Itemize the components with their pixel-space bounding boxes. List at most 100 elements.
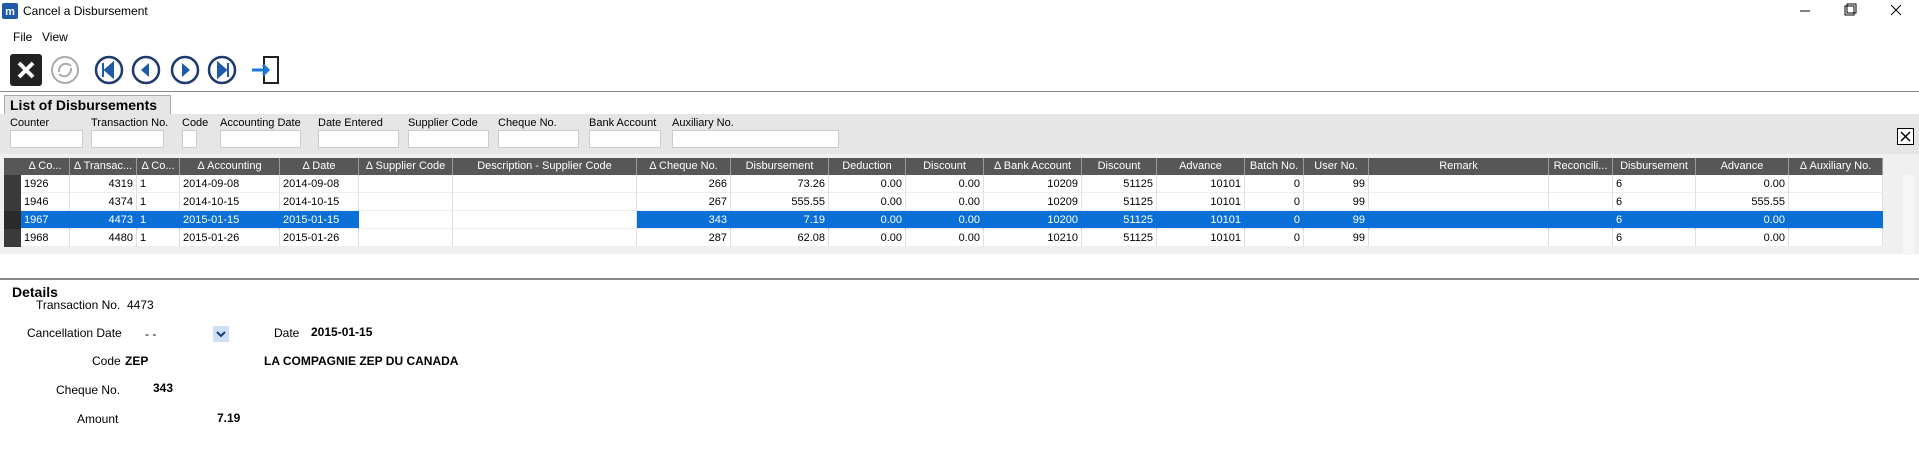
menu-item[interactable]: View	[42, 30, 68, 44]
table-cell[interactable]: 2015-01-26	[180, 229, 280, 247]
table-cell[interactable]: 7.19	[731, 211, 829, 229]
table-cell[interactable]: 0.00	[906, 229, 984, 247]
date-input[interactable]: - -	[145, 327, 157, 341]
menu-item[interactable]: File	[13, 30, 33, 44]
column-header[interactable]: Δ Cheque No.	[637, 158, 731, 175]
column-header[interactable]: Advance	[1696, 158, 1789, 175]
table-cell[interactable]	[453, 175, 637, 193]
table-cell[interactable]: 0	[1245, 211, 1304, 229]
column-header[interactable]: Reconcili...	[1549, 158, 1613, 175]
table-cell[interactable]	[453, 229, 637, 247]
column-header[interactable]: Δ Transac...	[70, 158, 137, 175]
table-cell[interactable]: 555.55	[1696, 193, 1789, 211]
table-cell[interactable]	[359, 229, 453, 247]
close-filter[interactable]	[1897, 128, 1914, 145]
table-cell[interactable]: 1	[137, 175, 180, 193]
filter-input[interactable]	[182, 130, 197, 148]
table-cell[interactable]: 6	[1613, 229, 1696, 247]
table-cell[interactable]	[1789, 211, 1883, 229]
table-cell[interactable]: 51125	[1082, 211, 1157, 229]
table-cell[interactable]: 6	[1613, 175, 1696, 193]
table-cell[interactable]: 0.00	[906, 175, 984, 193]
table-cell[interactable]: 62.08	[731, 229, 829, 247]
table-cell[interactable]	[453, 193, 637, 211]
column-header[interactable]: Δ Supplier Code	[359, 158, 453, 175]
column-header[interactable]: User No.	[1304, 158, 1369, 175]
first-button[interactable]	[93, 54, 125, 86]
window-controls[interactable]	[1790, 0, 1919, 22]
table-cell[interactable]: 10101	[1157, 175, 1245, 193]
table-cell[interactable]	[1549, 175, 1613, 193]
column-header[interactable]: Disbursement	[1613, 158, 1696, 175]
column-header[interactable]: Δ Bank Account	[984, 158, 1082, 175]
table-cell[interactable]: 10209	[984, 193, 1082, 211]
table-cell[interactable]: 343	[637, 211, 731, 229]
table-cell[interactable]: 10101	[1157, 193, 1245, 211]
filter-input[interactable]	[91, 130, 164, 148]
table-cell[interactable]: 4480	[70, 229, 137, 247]
table-cell[interactable]: 51125	[1082, 175, 1157, 193]
table-cell[interactable]: 99	[1304, 229, 1369, 247]
table-cell[interactable]: 0.00	[829, 229, 906, 247]
filter-input[interactable]	[220, 130, 301, 148]
table-cell[interactable]: 99	[1304, 211, 1369, 229]
filter-input[interactable]	[318, 130, 399, 148]
table-cell[interactable]	[453, 211, 637, 229]
table-cell[interactable]: 1967	[21, 211, 70, 229]
table-cell[interactable]: 0.00	[829, 211, 906, 229]
filter-input[interactable]	[672, 130, 839, 148]
table-cell[interactable]	[1369, 193, 1549, 211]
table-cell[interactable]: 10209	[984, 175, 1082, 193]
table-cell[interactable]: 51125	[1082, 193, 1157, 211]
filter-input[interactable]	[10, 130, 83, 148]
table-cell[interactable]: 0	[1245, 193, 1304, 211]
table-cell[interactable]	[359, 211, 453, 229]
table-cell[interactable]: 0.00	[1696, 175, 1789, 193]
table-cell[interactable]	[359, 193, 453, 211]
table-cell[interactable]	[1369, 175, 1549, 193]
table-cell[interactable]: 6	[1613, 193, 1696, 211]
table-cell[interactable]: 2015-01-26	[280, 229, 359, 247]
table-cell[interactable]	[1369, 229, 1549, 247]
column-header[interactable]: Δ Date	[280, 158, 359, 175]
table-cell[interactable]: 0.00	[829, 193, 906, 211]
previous-button[interactable]	[130, 54, 162, 86]
table-cell[interactable]: 1968	[21, 229, 70, 247]
next-button[interactable]	[169, 54, 201, 86]
row-selector[interactable]	[4, 229, 21, 247]
cancel-button[interactable]	[10, 54, 42, 86]
table-cell[interactable]: 99	[1304, 193, 1369, 211]
table-cell[interactable]: 555.55	[731, 193, 829, 211]
filter-input[interactable]	[408, 130, 489, 148]
column-header[interactable]: Remark	[1369, 158, 1549, 175]
table-cell[interactable]: 0.00	[829, 175, 906, 193]
column-header[interactable]: Discount	[1082, 158, 1157, 175]
table-cell[interactable]	[1789, 193, 1883, 211]
table-cell[interactable]	[1549, 229, 1613, 247]
column-header[interactable]: Δ Co...	[137, 158, 180, 175]
table-cell[interactable]: 266	[637, 175, 731, 193]
table-cell[interactable]: 0.00	[1696, 211, 1789, 229]
table-cell[interactable]: 287	[637, 229, 731, 247]
last-button[interactable]	[206, 54, 238, 86]
table-cell[interactable]	[1789, 175, 1883, 193]
table-cell[interactable]: 2014-09-08	[280, 175, 359, 193]
table-cell[interactable]: 2014-10-15	[280, 193, 359, 211]
table-cell[interactable]: 2015-01-15	[280, 211, 359, 229]
column-header[interactable]: Batch No.	[1245, 158, 1304, 175]
row-selector[interactable]	[4, 175, 21, 193]
panel-tab[interactable]: List of Disbursements	[4, 95, 171, 114]
filter-input[interactable]	[498, 130, 579, 148]
column-header[interactable]: Advance	[1157, 158, 1245, 175]
row-selector[interactable]	[4, 193, 21, 211]
table-cell[interactable]: 0	[1245, 229, 1304, 247]
table-cell[interactable]: 1	[137, 211, 180, 229]
table-cell[interactable]: 2014-10-15	[180, 193, 280, 211]
table-cell[interactable]: 1	[137, 229, 180, 247]
table-cell[interactable]: 0.00	[1696, 229, 1789, 247]
table-cell[interactable]	[1369, 211, 1549, 229]
table-cell[interactable]: 10210	[984, 229, 1082, 247]
table-cell[interactable]: 2015-01-15	[180, 211, 280, 229]
table-cell[interactable]: 0.00	[906, 211, 984, 229]
table-cell[interactable]: 10101	[1157, 229, 1245, 247]
